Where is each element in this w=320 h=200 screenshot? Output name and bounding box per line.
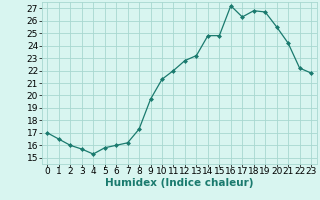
X-axis label: Humidex (Indice chaleur): Humidex (Indice chaleur) bbox=[105, 178, 253, 188]
